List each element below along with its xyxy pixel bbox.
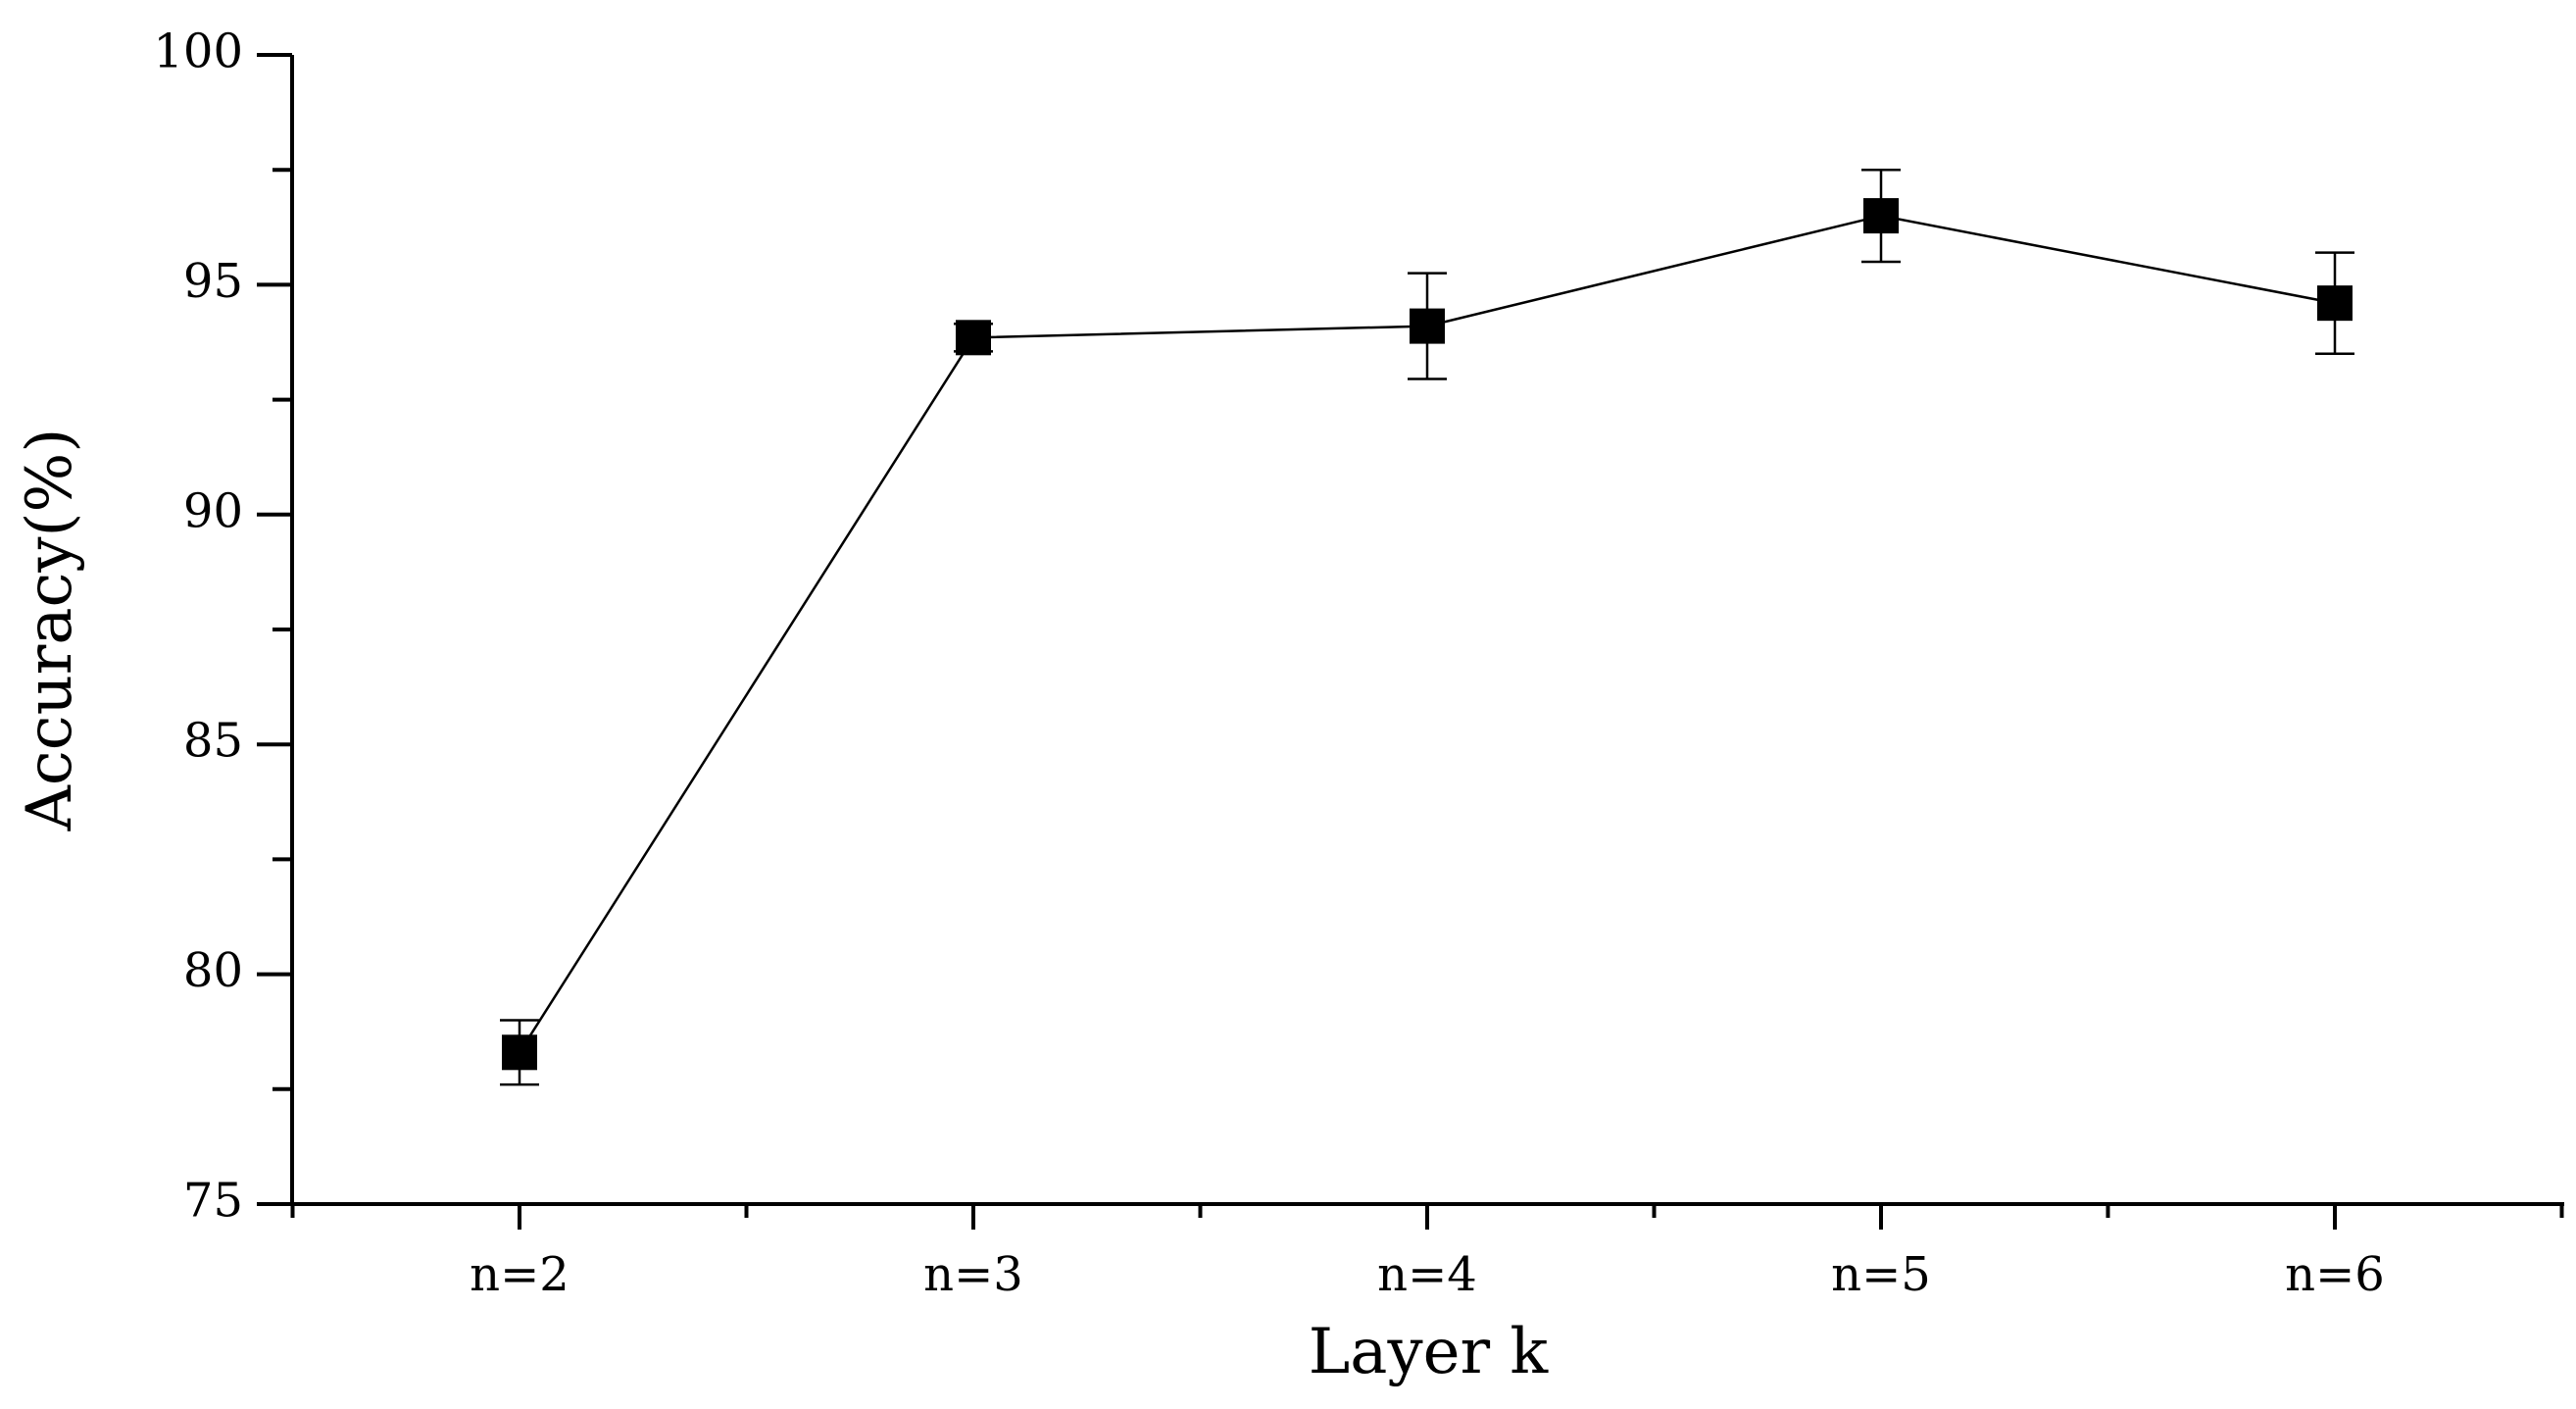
data-point-marker bbox=[956, 320, 991, 356]
x-ticks: n=2 n=3 n=4 n=5 n=6 bbox=[290, 1204, 2564, 1302]
data-point-marker bbox=[502, 1034, 537, 1071]
x-tick-label: n=6 bbox=[2285, 1247, 2385, 1302]
y-tick-label: 90 bbox=[183, 483, 243, 538]
markers bbox=[502, 198, 2353, 1071]
y-tick-label: 75 bbox=[183, 1174, 243, 1229]
error-bars bbox=[500, 168, 2354, 1086]
x-tick-label: n=3 bbox=[923, 1247, 1023, 1302]
x-tick-label: n=4 bbox=[1377, 1247, 1477, 1302]
y-axis-title: Accuracy(%) bbox=[14, 428, 86, 832]
x-axis-title: Layer k bbox=[1309, 1316, 1550, 1388]
y-tick-label: 80 bbox=[183, 943, 243, 998]
y-tick-label: 100 bbox=[153, 25, 243, 79]
data-point-marker bbox=[2317, 285, 2353, 322]
y-tick-label: 95 bbox=[183, 254, 243, 309]
y-tick-label: 85 bbox=[183, 714, 243, 769]
data-point-marker bbox=[1863, 198, 1899, 234]
data-point-marker bbox=[1410, 308, 1445, 344]
y-ticks: 75 80 85 90 95 100 bbox=[153, 25, 292, 1229]
x-tick-label: n=2 bbox=[470, 1247, 570, 1302]
x-tick-label: n=5 bbox=[1831, 1247, 1931, 1302]
